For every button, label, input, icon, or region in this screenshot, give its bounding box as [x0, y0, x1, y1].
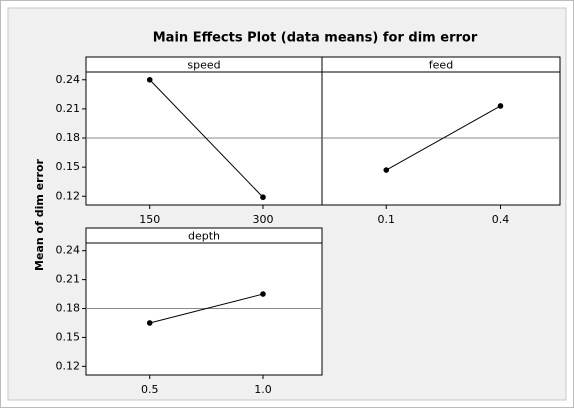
effect-line: [149, 293, 264, 324]
x-tick-label: 0.5: [141, 383, 159, 396]
x-tick-label: 0.4: [492, 213, 510, 226]
x-tick-label: 150: [139, 213, 160, 226]
point: [146, 320, 153, 326]
y-tick-label: 0.21: [56, 273, 81, 286]
x-tick-label: 0.1: [378, 213, 396, 226]
point: [383, 167, 390, 173]
point: [497, 103, 504, 109]
x-tick-label: 300: [253, 213, 274, 226]
y-tick-label: 0.24: [56, 73, 81, 86]
point: [146, 76, 153, 83]
y-tick-label: 0.12: [56, 359, 81, 372]
y-tick-label: 0.12: [56, 189, 81, 202]
y-tick-label: 0.15: [56, 160, 81, 173]
panel-title: depth: [188, 230, 220, 243]
y-tick-label: 0.24: [56, 244, 81, 257]
panel-title: speed: [187, 59, 220, 72]
y-tick-label: 0.21: [56, 102, 81, 115]
y-tick-label: 0.15: [56, 330, 81, 343]
panel-strip: [85, 227, 323, 244]
y-tick-label: 0.18: [56, 131, 81, 144]
y-axis-label: Mean of dim error: [33, 158, 46, 270]
y-tick-label: 0.18: [56, 302, 81, 315]
effect-line: [386, 105, 501, 171]
panel-strip: [321, 56, 561, 73]
x-tick-label: 1.0: [254, 383, 272, 396]
point: [260, 194, 266, 201]
effect-line: [149, 79, 264, 198]
panel-title: feed: [429, 59, 453, 72]
chart-title: Main Effects Plot (data means) for dim e…: [153, 31, 478, 46]
point: [260, 291, 266, 297]
